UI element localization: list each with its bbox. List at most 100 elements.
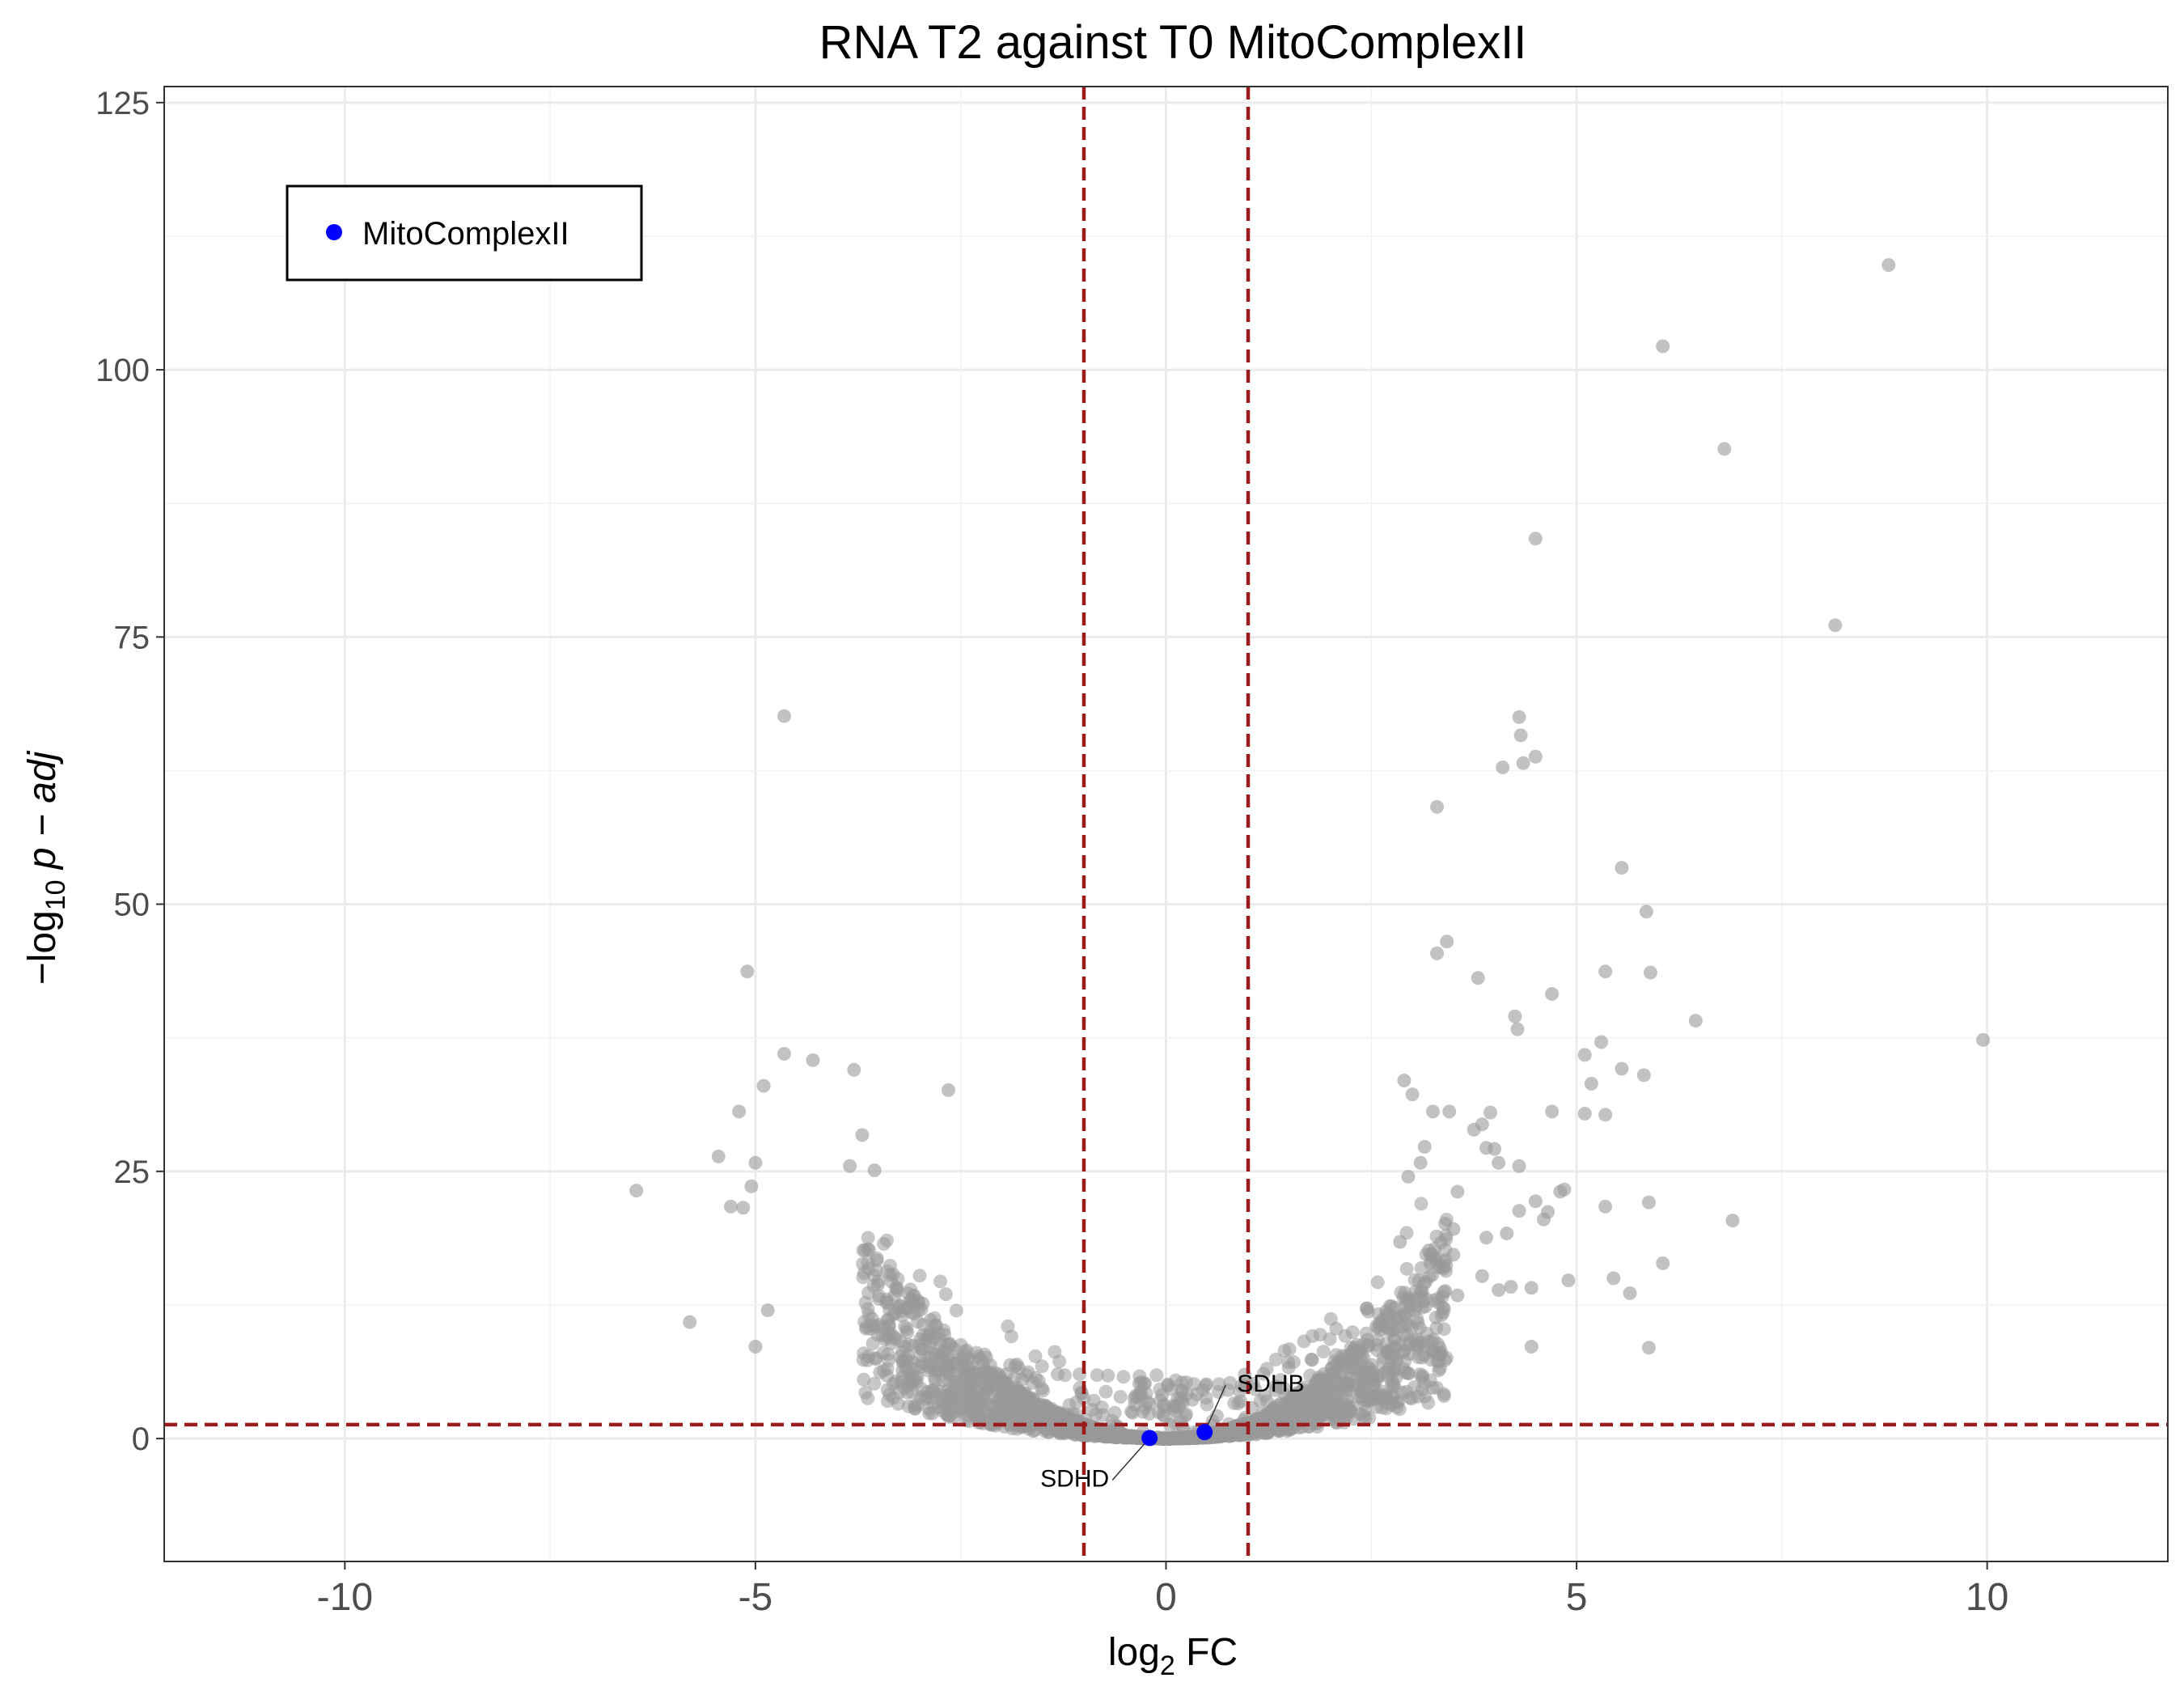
gene-point [910, 1370, 925, 1384]
gene-point-outlier [1528, 1194, 1543, 1209]
mito-point-sdhb [1196, 1424, 1213, 1441]
gene-point [925, 1383, 940, 1397]
gene-point-outlier [1512, 1159, 1526, 1173]
gene-point [1426, 1294, 1441, 1307]
gene-point [1211, 1385, 1225, 1399]
gene-point-outlier [748, 1339, 763, 1354]
gene-point [891, 1396, 905, 1411]
gene-point-outlier [1496, 760, 1510, 774]
gene-point-outlier [1561, 1273, 1576, 1288]
gene-point-outlier [1450, 1288, 1465, 1303]
gene-point [870, 1253, 884, 1268]
gene-point [1185, 1430, 1200, 1445]
gene-point-outlier [1405, 1087, 1420, 1102]
legend-box [286, 184, 643, 282]
gene-point [861, 1231, 875, 1245]
gene-point-outlier [1467, 1122, 1481, 1137]
gene-point [1378, 1388, 1393, 1402]
x-tick-label: 5 [1566, 1576, 1588, 1619]
gene-point [1231, 1426, 1245, 1440]
gene-point [1425, 1268, 1440, 1282]
gene-point-outlier [756, 1078, 771, 1093]
gene-point [899, 1322, 914, 1337]
gene-point [1215, 1426, 1230, 1441]
gene-point-outlier [1504, 1279, 1518, 1294]
gene-point [959, 1409, 974, 1423]
gene-point [904, 1294, 917, 1307]
gene-point [1327, 1354, 1342, 1369]
gene-point [861, 1391, 875, 1405]
gene-point [1062, 1398, 1077, 1413]
gene-point-outlier [941, 1083, 955, 1097]
gene-point-outlier [1500, 1226, 1514, 1240]
gene-point [914, 1382, 929, 1396]
gene-point [1386, 1348, 1401, 1362]
gene-point-outlier [1717, 442, 1732, 456]
gene-point [1399, 1261, 1414, 1276]
gene-point-outlier [732, 1104, 747, 1119]
gene-point-outlier [1425, 1104, 1440, 1119]
gene-point-outlier [1430, 946, 1445, 960]
y-axis-title-rest: p − adj [21, 750, 64, 879]
gene-point [1281, 1355, 1296, 1370]
gene-point [1090, 1368, 1104, 1383]
gene-point-outlier [1688, 1014, 1703, 1028]
y-axis-title: −log10 p − adj [21, 750, 71, 985]
gene-point [1338, 1328, 1352, 1343]
gene-point [867, 1376, 882, 1391]
gene-point [1370, 1275, 1385, 1290]
gene-point [994, 1376, 1008, 1391]
gene-point [1437, 1261, 1451, 1276]
gene-point-outlier [1516, 756, 1530, 770]
gene-point [1421, 1396, 1436, 1410]
legend-label-mitocomplexii: MitoComplexII [362, 216, 569, 252]
gene-point-outlier [1577, 1048, 1592, 1062]
gene-point [1360, 1372, 1373, 1387]
gene-point [1302, 1409, 1316, 1424]
gene-point [1414, 1197, 1428, 1211]
gene-point-outlier [744, 1179, 759, 1193]
gene-point-outlier [1393, 1235, 1407, 1249]
gene-point [1091, 1429, 1106, 1443]
gene-point [895, 1308, 909, 1323]
gene-point-outlier [1656, 1256, 1670, 1270]
gene-point [1058, 1368, 1072, 1383]
gene-point [933, 1274, 947, 1289]
gene-point [907, 1399, 921, 1413]
gene-point [912, 1269, 927, 1283]
gene-point [1357, 1397, 1371, 1412]
gene-point [1323, 1405, 1338, 1420]
gene-point [1014, 1420, 1029, 1434]
legend-swatch-mitocomplexii [326, 224, 342, 240]
gene-point-outlier [777, 1047, 791, 1061]
gene-point [892, 1385, 907, 1400]
gene-point [1231, 1396, 1246, 1411]
gene-point-outlier [1881, 258, 1896, 273]
gene-point-outlier [1488, 1142, 1502, 1156]
gene-point [1360, 1301, 1374, 1316]
gene-point [942, 1409, 957, 1423]
gene-point-outlier [1536, 1212, 1551, 1227]
gene-point [1414, 1288, 1428, 1303]
gene-point-outlier [1421, 1244, 1436, 1258]
gene-point [1098, 1384, 1113, 1399]
gene-point-outlier [843, 1159, 857, 1173]
gene-point [897, 1354, 912, 1369]
gene-point [866, 1337, 880, 1351]
gene-point-outlier [1397, 1074, 1412, 1088]
gene-point [1426, 1333, 1441, 1347]
gene-point-outlier [711, 1149, 726, 1163]
gene-point [1085, 1402, 1099, 1417]
gene-point [1429, 1229, 1444, 1244]
gene-point [1304, 1352, 1318, 1366]
gene-point-outlier [760, 1303, 775, 1318]
gene-point-outlier [1471, 971, 1485, 985]
gene-point [1341, 1377, 1356, 1392]
gene-point [884, 1336, 899, 1350]
gene-point-outlier [683, 1315, 697, 1329]
gene-point-outlier [1512, 710, 1526, 724]
gene-point-outlier [1641, 1195, 1656, 1210]
gene-point [1256, 1366, 1271, 1381]
